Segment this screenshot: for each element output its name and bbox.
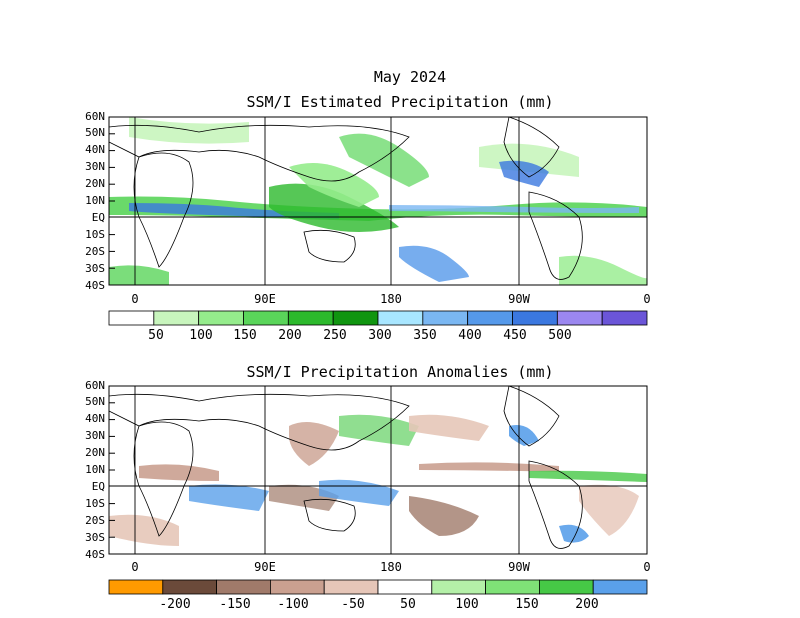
coastlines	[108, 385, 583, 549]
colorbar2-label: 50	[400, 597, 416, 612]
lat-label: EQ	[91, 480, 105, 493]
lat-label: 20S	[85, 245, 105, 258]
lon-label: 90E	[254, 560, 276, 574]
lat-label: 40N	[85, 412, 105, 425]
colorbar1-label: 450	[503, 328, 527, 343]
colorbar1-label: 350	[413, 328, 437, 343]
lat-label: EQ	[91, 211, 105, 224]
lat-label: 20N	[85, 446, 105, 459]
colorbar1-label: 300	[368, 328, 392, 343]
colorbar-swatch	[332, 310, 379, 326]
panel2-title: SSM/I Precipitation Anomalies (mm)	[246, 363, 554, 381]
lat-label: 30N	[85, 429, 105, 442]
colorbar2-label: -100	[277, 597, 309, 612]
lat-label: 10S	[85, 228, 105, 241]
coastlines	[108, 116, 583, 280]
lat-label: 60N	[85, 110, 105, 123]
colorbar-swatch	[243, 310, 289, 326]
colorbar1-label: 150	[233, 328, 257, 343]
colorbar-swatch	[467, 310, 513, 326]
lat-label: 10N	[85, 463, 105, 476]
colorbar-swatch	[323, 579, 379, 595]
colorbar2-label: -200	[159, 597, 191, 612]
colorbar-swatch	[216, 579, 271, 595]
lon-label: 0	[131, 292, 139, 306]
colorbar1-label: 400	[458, 328, 482, 343]
anomaly-patches	[109, 414, 647, 546]
colorbar-swatch	[601, 310, 648, 326]
colorbar-swatch	[512, 310, 558, 326]
colorbar-swatch	[269, 579, 325, 595]
colorbar-swatch	[287, 310, 334, 326]
map-grid	[109, 386, 647, 554]
panel1-title: SSM/I Estimated Precipitation (mm)	[246, 93, 554, 111]
colorbar1-label: 250	[323, 328, 347, 343]
colorbar2-label: -150	[219, 597, 251, 612]
colorbar-swatch	[377, 310, 424, 326]
colorbar-anomaly	[108, 579, 648, 595]
colorbar1-label: 50	[148, 328, 164, 343]
lat-label: 50N	[85, 126, 105, 139]
colorbar-swatch	[198, 310, 244, 326]
lat-label: 30S	[85, 262, 105, 275]
colorbar-swatch	[556, 310, 603, 326]
lat-label: 10S	[85, 497, 105, 510]
lat-label: 30S	[85, 531, 105, 544]
figure-title: May 2024	[373, 68, 447, 86]
precipitation-map	[108, 116, 648, 286]
colorbar-swatch	[162, 579, 217, 595]
lat-label: 20S	[85, 514, 105, 527]
lon-label: 180	[380, 560, 402, 574]
colorbar-swatch	[538, 579, 594, 595]
colorbar-swatch	[422, 310, 469, 326]
colorbar-swatch	[108, 310, 155, 326]
colorbar2-label: 150	[515, 597, 539, 612]
colorbar-swatch	[108, 579, 164, 595]
lon-label: 0	[643, 292, 651, 306]
colorbar-swatch	[431, 579, 486, 595]
lat-label: 40S	[85, 548, 105, 561]
lat-label: 30N	[85, 160, 105, 173]
colorbar2-label: -50	[341, 597, 365, 612]
colorbar1-label: 200	[278, 328, 302, 343]
lat-label: 10N	[85, 194, 105, 207]
colorbar-swatch	[485, 579, 540, 595]
colorbar2-label: 100	[455, 597, 479, 612]
colorbar1-label: 500	[548, 328, 572, 343]
lat-label: 20N	[85, 177, 105, 190]
lon-label: 90W	[508, 560, 530, 574]
colorbar-precipitation	[108, 310, 648, 326]
lat-label: 50N	[85, 395, 105, 408]
anomaly-map	[108, 385, 648, 555]
lon-label: 0	[643, 560, 651, 574]
lat-label: 40N	[85, 143, 105, 156]
colorbar1-label: 100	[189, 328, 213, 343]
lat-label: 40S	[85, 279, 105, 292]
colorbar2-label: 200	[575, 597, 599, 612]
lon-label: 90W	[508, 292, 530, 306]
lon-label: 180	[380, 292, 402, 306]
colorbar-swatch	[153, 310, 200, 326]
lat-label: 60N	[85, 379, 105, 392]
map-grid	[109, 117, 647, 285]
colorbar-swatch	[377, 579, 433, 595]
lon-label: 0	[131, 560, 139, 574]
lon-label: 90E	[254, 292, 276, 306]
colorbar-swatch	[592, 579, 648, 595]
